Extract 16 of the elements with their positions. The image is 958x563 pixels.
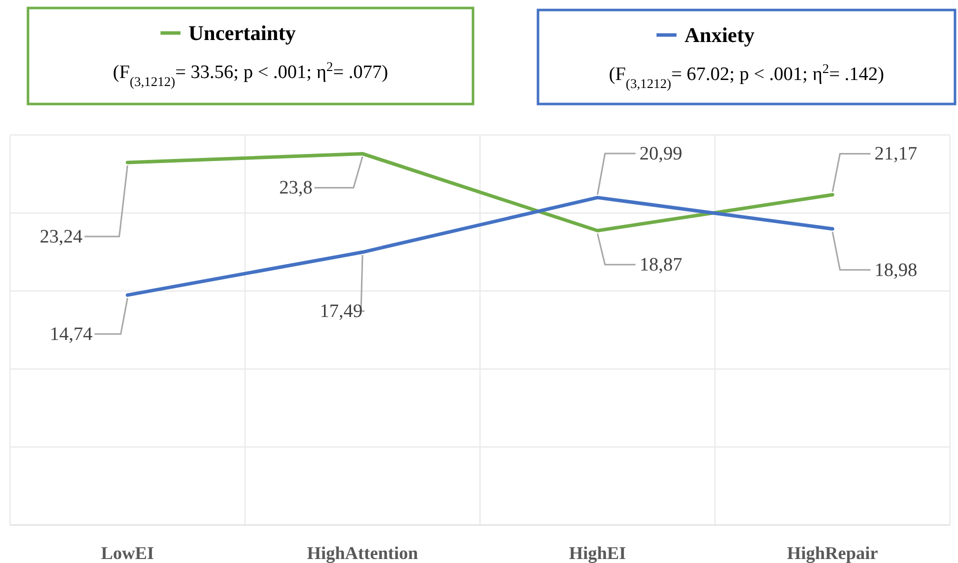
data-label: 21,17 <box>874 144 918 165</box>
text: (F$_{(3,1212)}$= 67.02; p < .001; η$^{2}$= .142) <box>608 60 884 90</box>
x-tick-label: LowEI <box>100 543 154 563</box>
legend-label: Anxiety <box>684 23 755 47</box>
x-tick-label: HighRepair <box>786 543 878 563</box>
data-label: 17,49 <box>320 301 362 322</box>
text: (F$_{(3,1212)}$= 33.56; p < .001; η$^{2}$= .077) <box>112 58 388 88</box>
data-label: 23,8 <box>279 178 312 199</box>
legend-label: Uncertainty <box>188 21 296 45</box>
data-label: 18,98 <box>874 260 918 281</box>
data-label: 18,87 <box>640 254 682 276</box>
data-label: 20,99 <box>640 144 682 165</box>
data-label: 23,24 <box>40 226 83 248</box>
x-tick-label: HighEI <box>568 543 626 563</box>
data-label: 14,74 <box>50 324 93 346</box>
x-tick-label: HighAttention <box>306 543 418 563</box>
